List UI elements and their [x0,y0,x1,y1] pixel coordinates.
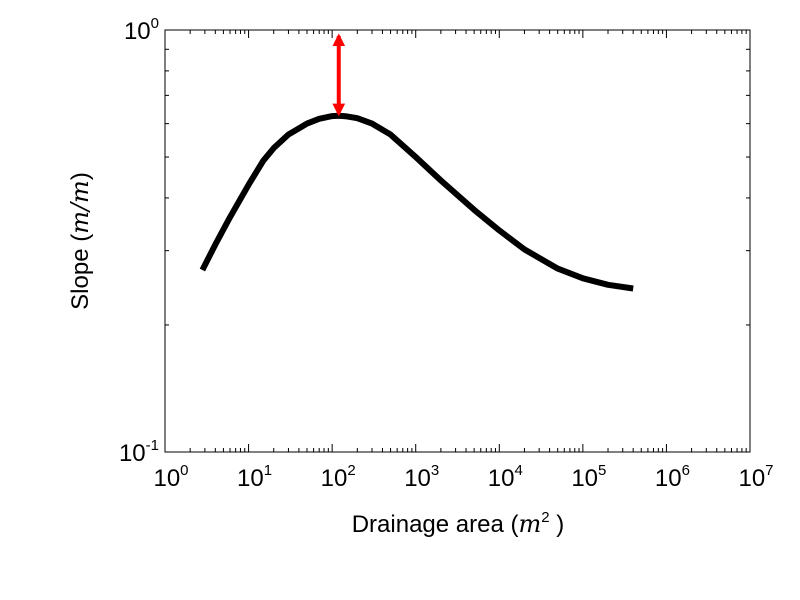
ticks-layer [164,29,751,453]
x-tick-label: 100 [153,462,188,492]
x-tick-label: 101 [237,462,272,492]
series-line [199,112,634,292]
y-tick-label: 10-1 [119,437,159,467]
x-tick-label: 105 [571,462,606,492]
y-axis-label: Slope (m/m) [66,172,94,310]
x-tick-label: 104 [488,462,523,492]
y-tick-label: 100 [124,15,159,45]
x-tick-label: 106 [655,462,690,492]
x-tick-label: 107 [738,462,773,492]
series-layer [199,112,634,292]
plot-frame [164,29,751,453]
x-tick-label: 102 [321,462,356,492]
x-tick-label: 103 [404,462,439,492]
x-axis-label: Drainage area (m2 ) [352,509,565,538]
